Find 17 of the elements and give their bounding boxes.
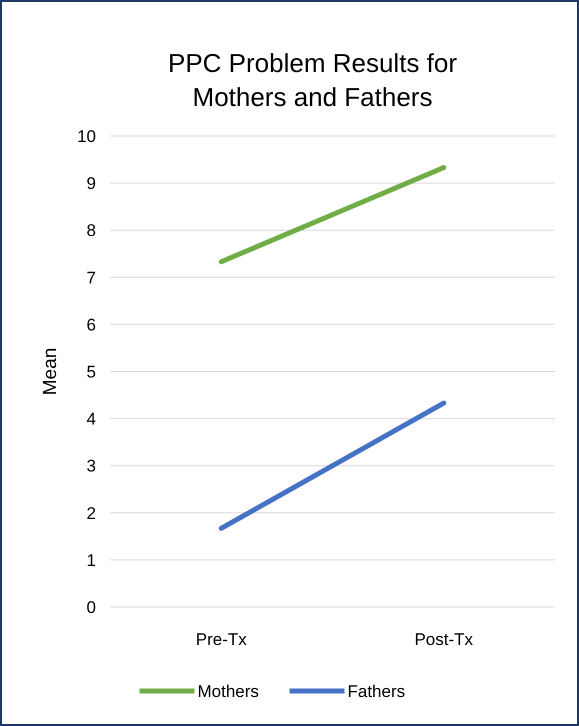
y-tick-label: 7 [86,268,96,288]
y-tick-label: 5 [86,362,96,382]
x-tick-label: Pre-Tx [196,630,248,649]
legend-label: Fathers [348,682,406,701]
y-tick-label: 1 [86,550,96,570]
x-tick-label: Post-Tx [414,630,474,649]
y-tick-label: 10 [77,126,96,146]
y-tick-label: 9 [86,174,96,194]
y-tick-label: 3 [86,456,96,476]
chart-title: PPC Problem Results for Mothers and Fathers [168,48,458,112]
y-tick-label: 2 [86,504,96,523]
y-tick-label: 6 [86,315,96,334]
y-tick-label: 0 [86,598,96,617]
y-tick-label: 4 [86,410,96,429]
y-axis-title: Mean [40,348,61,396]
legend-label: Mothers [198,682,259,701]
y-tick-label: 8 [86,221,96,240]
